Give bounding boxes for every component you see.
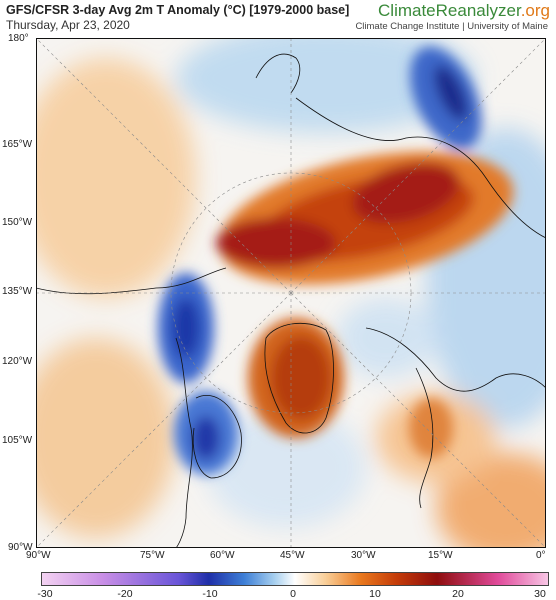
colorbar-tick-1: -20 — [117, 588, 133, 600]
graticule-meridian-1 — [36, 38, 292, 294]
graticule-meridian-7 — [36, 292, 292, 548]
colorbar-tick-6: 30 — [534, 588, 546, 600]
coastline-hudson-bay — [192, 395, 242, 479]
colorbar — [41, 572, 549, 586]
coastline-eurasia — [295, 97, 546, 392]
lon-label-left-6: 90°W — [8, 542, 33, 553]
map-date: Thursday, Apr 23, 2020 — [6, 18, 130, 32]
graticule-parallel — [170, 172, 412, 414]
warm-anomaly-europe — [409, 398, 453, 458]
lon-label-left-0: 180° — [8, 33, 29, 44]
cold-anomaly-siberia-north-core — [434, 65, 468, 121]
colorbar-tick-5: 20 — [452, 588, 464, 600]
warm-anomaly-greenland-core — [271, 336, 331, 420]
warm-anomaly-west-peak — [216, 218, 336, 268]
colorbar-gradient — [41, 572, 549, 586]
lon-label-bottom-1: 75°W — [140, 550, 165, 561]
graticule-meridian-3 — [290, 38, 546, 294]
coastline-greenland — [264, 323, 334, 434]
cool-anomaly-central — [206, 408, 366, 528]
graticule-meridian-5 — [290, 292, 546, 548]
anomaly-map — [36, 38, 546, 548]
brand-name: ClimateReanalyzer — [378, 1, 521, 20]
lon-label-bottom-6: 0° — [536, 550, 546, 561]
lon-label-bottom-3: 45°W — [280, 550, 305, 561]
lon-label-left-1: 165°W — [2, 139, 33, 150]
lon-label-left-4: 120°W — [2, 356, 33, 367]
lon-label-bottom-5: 15°W — [428, 550, 453, 561]
cold-anomaly-hudson-core — [192, 416, 220, 460]
lon-label-left-5: 105°W — [2, 435, 33, 446]
colorbar-tick-0: -30 — [37, 588, 53, 600]
warm-anomaly-southwest — [36, 338, 176, 538]
colorbar-tick-2: -10 — [202, 588, 218, 600]
colorbar-tick-3: 0 — [290, 588, 296, 600]
lon-label-left-2: 150°W — [2, 217, 33, 228]
lon-label-bottom-0: 90°W — [26, 550, 51, 561]
lon-label-left-3: 135°W — [2, 286, 33, 297]
coastline-alaska — [255, 53, 301, 94]
cold-anomaly-canada-core — [172, 298, 200, 358]
map-title: GFS/CFSR 3-day Avg 2m T Anomaly (°C) [19… — [6, 3, 350, 17]
brand-tld: .org — [520, 1, 550, 20]
map-frame — [36, 38, 546, 548]
institution-label: Climate Change Institute | University of… — [355, 21, 548, 32]
cool-anomaly-east — [336, 298, 436, 378]
colorbar-tick-4: 10 — [369, 588, 381, 600]
lon-label-bottom-2: 60°W — [210, 550, 235, 561]
brand-logo[interactable]: ClimateReanalyzer.org — [378, 1, 550, 21]
cool-anomaly-north-pacific — [176, 38, 476, 133]
lon-label-bottom-4: 30°W — [351, 550, 376, 561]
warm-anomaly-northwest — [36, 58, 196, 298]
coastline-scandinavia — [415, 367, 434, 509]
warm-anomaly-siberia-peak — [352, 162, 460, 224]
